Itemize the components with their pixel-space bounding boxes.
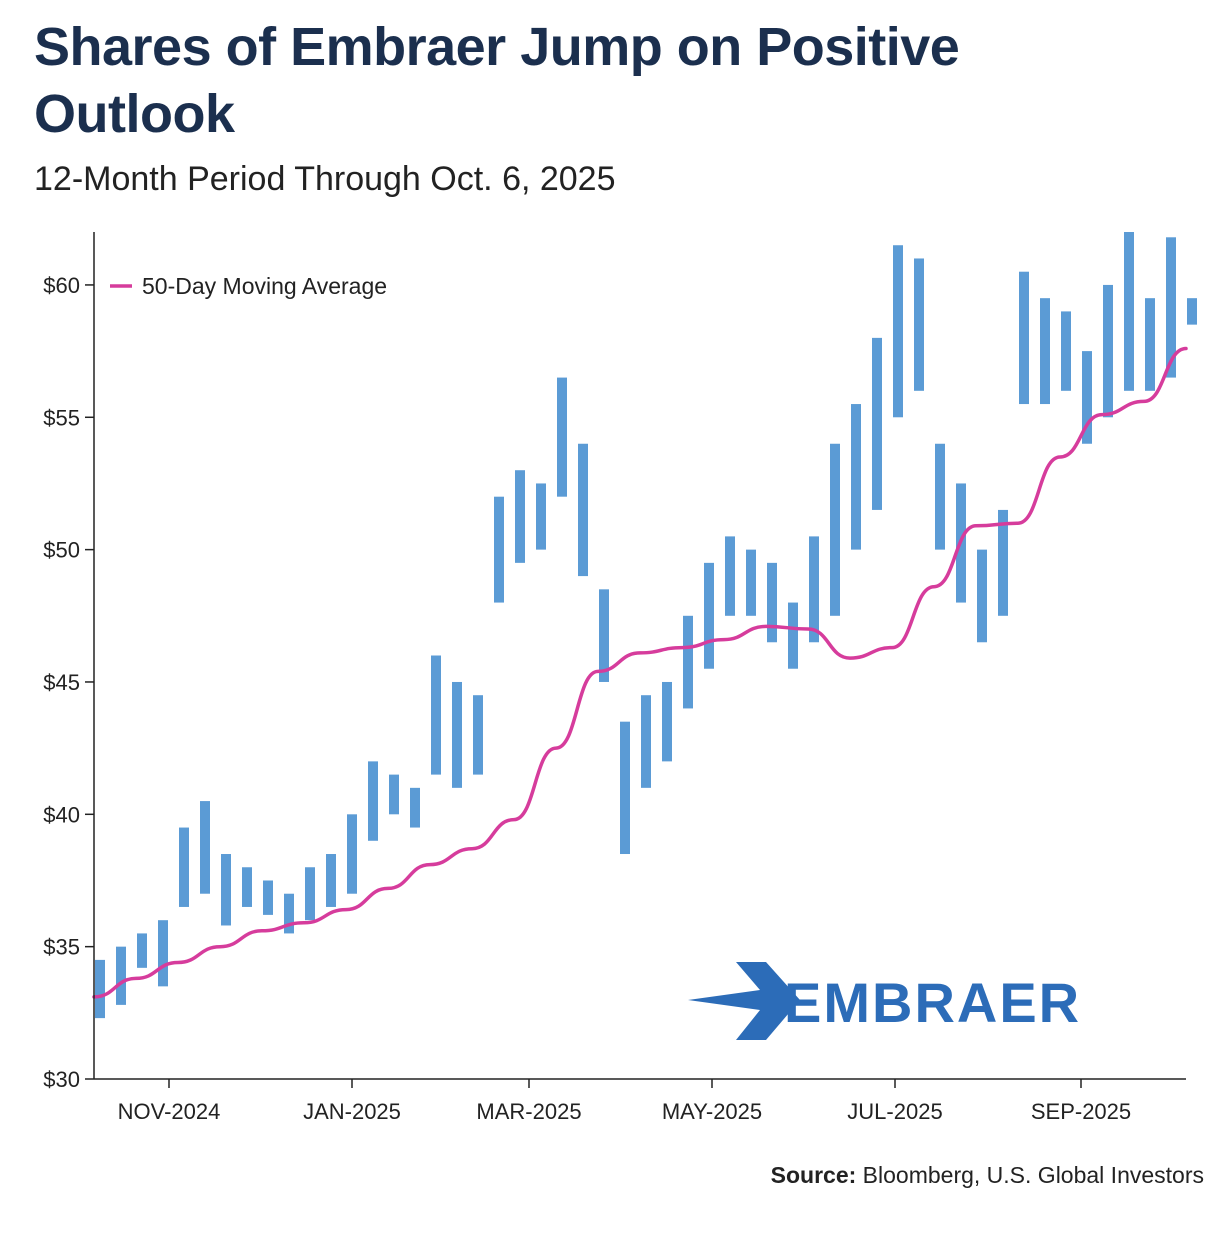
price-range-bar	[389, 774, 399, 815]
price-range-bar	[851, 404, 861, 550]
price-range-bar	[830, 443, 840, 616]
price-range-bar	[284, 893, 294, 934]
x-tick-label: JUL-2025	[847, 1099, 942, 1124]
y-tick-label: $40	[43, 802, 80, 827]
price-range-bar	[977, 549, 987, 643]
price-range-bar	[515, 470, 525, 563]
price-range-bar	[1187, 298, 1197, 325]
price-range-bar	[641, 695, 651, 788]
x-tick-label: SEP-2025	[1031, 1099, 1131, 1124]
price-range-bar	[473, 695, 483, 775]
y-tick-label: $50	[43, 538, 80, 563]
price-range-bar	[788, 602, 798, 669]
price-range-bar	[347, 814, 357, 894]
price-range-bar	[809, 536, 819, 643]
legend-label-moving-average: 50-Day Moving Average	[142, 273, 387, 299]
y-axis-ticks: $30 $35 $40 $45 $50 $55 $60	[43, 273, 94, 1092]
x-tick-label: MAR-2025	[476, 1099, 581, 1124]
price-range-bar	[1145, 298, 1155, 391]
chart-title: Shares of Embraer Jump on Positive Outlo…	[34, 17, 960, 144]
price-range-bar	[893, 245, 903, 418]
price-range-bar	[725, 536, 735, 616]
price-range-bar	[200, 801, 210, 894]
price-range-bar	[1019, 271, 1029, 405]
price-range-bar	[914, 258, 924, 391]
x-axis-ticks: NOV-2024 JAN-2025 MAR-2025 MAY-2025 JUL-2025…	[118, 1079, 1131, 1124]
source-note: Source: Bloomberg, U.S. Global Investors	[771, 1162, 1204, 1189]
price-range-bar	[263, 880, 273, 915]
price-range-bar	[1166, 237, 1176, 378]
source-text: Bloomberg, U.S. Global Investors	[862, 1162, 1204, 1188]
price-range-bar	[326, 854, 336, 907]
legend: 50-Day Moving Average	[110, 273, 387, 299]
price-range-bar	[452, 681, 462, 788]
price-range-bar	[1040, 298, 1050, 405]
x-tick-label: NOV-2024	[118, 1099, 221, 1124]
price-range-bar	[620, 721, 630, 855]
embraer-arrow-logo-icon	[688, 962, 800, 1040]
y-tick-label: $30	[43, 1067, 80, 1092]
price-range-bar	[599, 589, 609, 682]
price-range-bar	[242, 867, 252, 907]
price-range-bar	[179, 827, 189, 907]
price-range-bar	[221, 854, 231, 926]
price-range-bar	[1082, 351, 1092, 444]
price-range-bar	[410, 787, 420, 828]
price-range-bar	[95, 959, 105, 1019]
price-range-bar	[494, 496, 504, 603]
price-range-bar	[305, 867, 315, 921]
price-range-bar	[368, 761, 378, 841]
price-range-bar	[1061, 311, 1071, 391]
price-range-bar	[116, 946, 126, 1005]
source-label: Source:	[770, 1162, 857, 1188]
logo-text: EMBRAER	[784, 971, 1081, 1034]
price-range-bar	[662, 681, 672, 762]
price-series	[95, 232, 1197, 1019]
price-range-bar	[704, 562, 714, 669]
price-range-bar	[578, 443, 588, 577]
embraer-logo: EMBRAER	[688, 962, 1081, 1040]
price-range-bar	[1103, 284, 1113, 418]
chart-subtitle: 12-Month Period Through Oct. 6, 2025	[34, 160, 616, 198]
y-tick-label: $35	[43, 935, 80, 960]
price-range-bar	[683, 615, 693, 709]
y-tick-label: $55	[43, 405, 80, 430]
price-range-bar	[935, 443, 945, 550]
price-range-bar	[137, 933, 147, 968]
price-range-bar	[431, 655, 441, 775]
price-range-bar	[767, 562, 777, 643]
y-tick-label: $45	[43, 670, 80, 695]
price-range-bar	[746, 549, 756, 616]
x-tick-label: MAY-2025	[662, 1099, 762, 1124]
price-range-bar	[557, 377, 567, 497]
moving-average-line	[92, 346, 1188, 999]
price-range-bar	[872, 337, 882, 510]
price-range-bar	[158, 920, 168, 987]
price-range-bar	[1124, 232, 1134, 391]
price-range-bar	[536, 483, 546, 550]
x-tick-label: JAN-2025	[303, 1099, 401, 1124]
y-tick-label: $60	[43, 273, 80, 298]
price-range-bar	[998, 509, 1008, 616]
